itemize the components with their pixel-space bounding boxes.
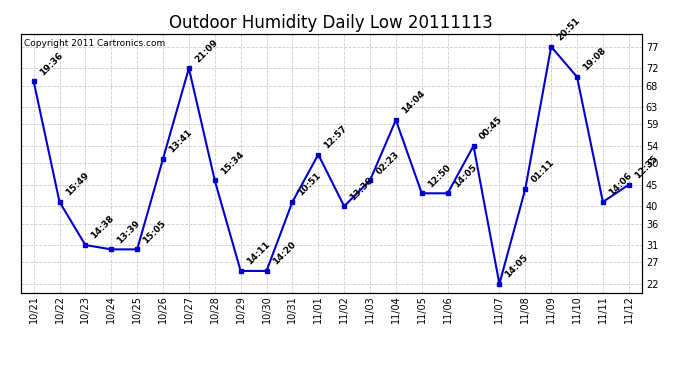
Text: 13:36: 13:36 [348, 176, 375, 202]
Text: 14:05: 14:05 [452, 162, 478, 189]
Text: 20:51: 20:51 [555, 16, 582, 42]
Text: 21:09: 21:09 [193, 38, 219, 64]
Text: 13:39: 13:39 [115, 219, 142, 245]
Text: 19:36: 19:36 [38, 50, 64, 77]
Text: 14:05: 14:05 [504, 253, 530, 280]
Text: 02:23: 02:23 [374, 150, 401, 176]
Text: 15:34: 15:34 [219, 150, 246, 176]
Text: 14:06: 14:06 [607, 171, 633, 198]
Text: 14:20: 14:20 [270, 240, 297, 267]
Text: 19:08: 19:08 [581, 46, 608, 73]
Text: 14:11: 14:11 [245, 240, 271, 267]
Text: 01:11: 01:11 [529, 158, 556, 185]
Title: Outdoor Humidity Daily Low 20111113: Outdoor Humidity Daily Low 20111113 [169, 14, 493, 32]
Text: 15:49: 15:49 [63, 171, 90, 198]
Text: 14:04: 14:04 [400, 89, 426, 116]
Text: 13:41: 13:41 [167, 128, 194, 154]
Text: 12:57: 12:57 [322, 124, 349, 150]
Text: 12:50: 12:50 [426, 163, 453, 189]
Text: 12:35: 12:35 [633, 154, 660, 180]
Text: 15:05: 15:05 [141, 219, 168, 245]
Text: 00:45: 00:45 [477, 115, 504, 142]
Text: 10:51: 10:51 [297, 171, 323, 198]
Text: Copyright 2011 Cartronics.com: Copyright 2011 Cartronics.com [23, 39, 165, 48]
Text: 14:38: 14:38 [90, 214, 116, 241]
